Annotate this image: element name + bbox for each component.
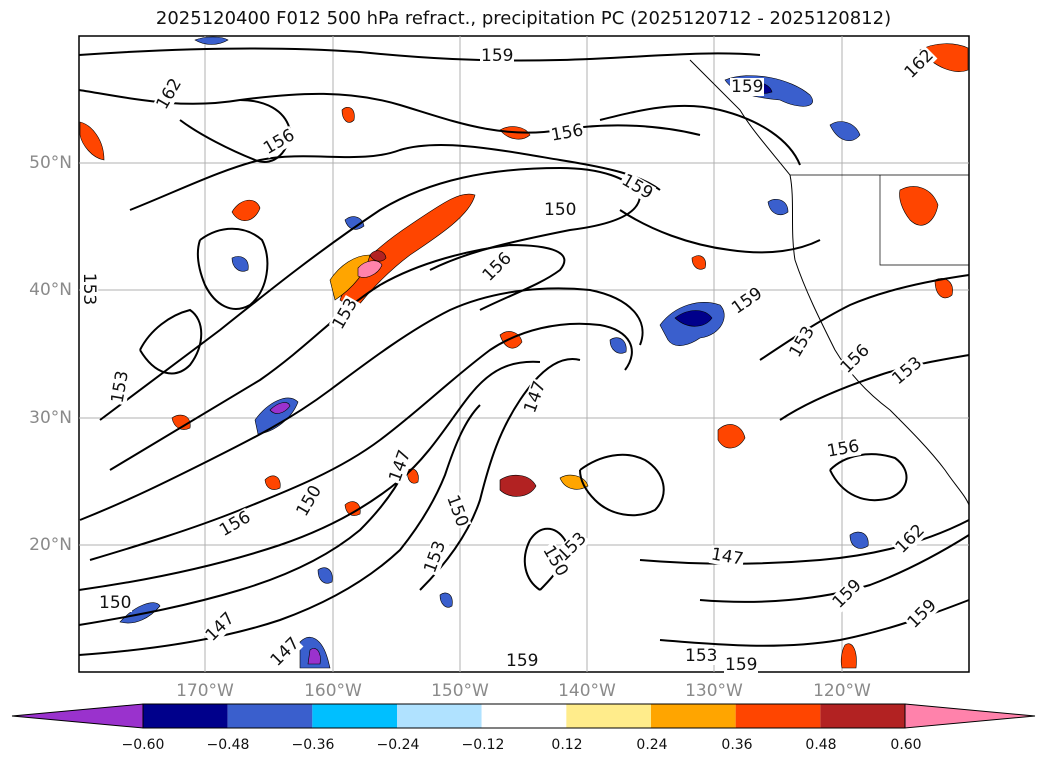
colorbar-tick-label: −0.24 xyxy=(376,737,420,753)
lon-label-130w: 130°W xyxy=(685,681,743,701)
border-line xyxy=(790,174,969,266)
lon-label-140w: 140°W xyxy=(558,681,616,701)
colorbar-tick-label: 0.12 xyxy=(551,737,583,753)
lon-label-120w: 120°W xyxy=(813,681,871,701)
lon-label-160w: 160°W xyxy=(304,681,362,701)
refractivity-contours xyxy=(78,47,970,656)
precip-patches xyxy=(79,36,969,669)
map-frame xyxy=(78,35,970,673)
colorbar-segments xyxy=(11,703,1036,729)
contour-label: 150 xyxy=(98,593,133,613)
colorbar-extend-high xyxy=(904,703,1036,729)
lon-label-170w: 170°W xyxy=(176,681,234,701)
colorbar-segment xyxy=(143,704,228,728)
colorbar-segment xyxy=(820,704,905,728)
lat-label-50n: 50°N xyxy=(29,153,72,173)
colorbar-segment xyxy=(312,704,397,728)
contour-label: 153 xyxy=(684,646,719,666)
colorbar-tick-label: −0.12 xyxy=(461,737,505,753)
colorbar-outline xyxy=(142,703,906,729)
lat-label-20n: 20°N xyxy=(29,535,72,555)
lat-label-30n: 30°N xyxy=(29,408,72,428)
graticule xyxy=(79,36,969,672)
colorbar-segment xyxy=(651,704,736,728)
colorbar-extend-low xyxy=(11,703,144,729)
colorbar-tick-label: 0.60 xyxy=(890,737,922,753)
colorbar-segment xyxy=(481,704,567,728)
colorbar-tick-label: 0.48 xyxy=(805,737,837,753)
lon-label-150w: 150°W xyxy=(431,681,489,701)
colorbar-segment xyxy=(735,704,821,728)
contour-label: 153 xyxy=(79,271,100,307)
contour-label: 159 xyxy=(480,46,515,66)
jet-precip-band xyxy=(339,193,476,311)
lat-label-40n: 40°N xyxy=(29,280,72,300)
colorbar-segment xyxy=(227,704,313,728)
colorbar-segment xyxy=(397,704,482,728)
colorbar-tick-label: −0.60 xyxy=(121,737,165,753)
colorbar-tick-label: −0.48 xyxy=(206,737,250,753)
map-title: 2025120400 F012 500 hPa refract., precip… xyxy=(155,8,892,29)
contour-label: 159 xyxy=(730,77,765,97)
colorbar-tick-label: 0.24 xyxy=(636,737,668,753)
colorbar-segment xyxy=(566,704,651,728)
contour-label: 150 xyxy=(543,200,578,220)
colorbar-tick-label: 0.36 xyxy=(721,737,753,753)
colorbar xyxy=(11,703,1036,729)
contour-label: 159 xyxy=(724,655,759,675)
contour-label: 159 xyxy=(505,651,540,671)
colorbar-tick-label: −0.36 xyxy=(291,737,335,753)
